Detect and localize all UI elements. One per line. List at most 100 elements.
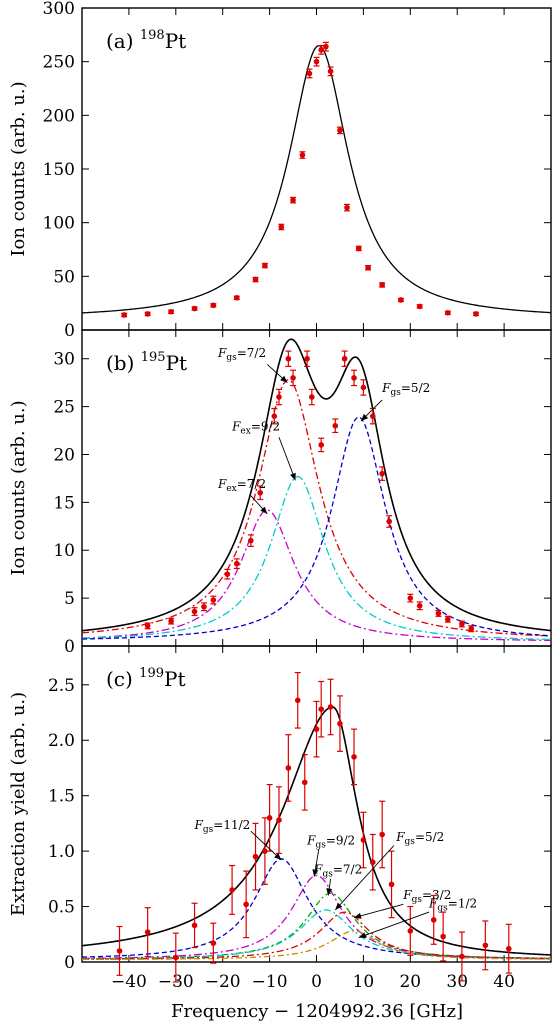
data-point (313, 726, 320, 732)
y-tick-label: 25 (53, 398, 75, 418)
fit-curve (82, 45, 551, 314)
fit-curves (82, 45, 551, 314)
data-point (332, 422, 339, 429)
annotation-symbol: F (402, 888, 412, 902)
panel-frame (81, 7, 552, 331)
data-point (173, 954, 179, 961)
annotation-arrowhead (335, 902, 343, 910)
data-point (341, 355, 348, 362)
data-point (388, 881, 395, 888)
data-point (482, 942, 489, 949)
annotation-label: Fex=7/2 (217, 477, 266, 494)
data-point (262, 848, 268, 854)
y-tick-label: 5 (64, 589, 75, 609)
y-tick-label: 0.5 (48, 898, 75, 918)
x-tick-label: 0 (311, 972, 322, 992)
y-tick-label: 30 (53, 350, 75, 370)
annotation-subscript: ex (226, 484, 236, 494)
data-point (459, 953, 465, 960)
annotation-subscript: gs (226, 353, 237, 363)
data-point (252, 276, 259, 283)
annotation-value: =5/2 (401, 381, 430, 395)
data-point (435, 610, 442, 617)
annotation-value: =1/2 (448, 897, 477, 911)
annotation-label: Fgs=11/2 (194, 818, 251, 835)
x-tick-label: −10 (252, 972, 288, 992)
y-tick-label: 100 (43, 214, 75, 234)
y-tick-label: 10 (53, 541, 75, 561)
data-point (301, 779, 308, 786)
y-tick-label: 1.5 (48, 787, 75, 807)
y-tick-label: 300 (43, 0, 75, 19)
y-tick-label: 2.5 (48, 676, 75, 696)
data-point (416, 303, 423, 310)
y-tick-label: 2.0 (48, 731, 75, 751)
annotation-value: =7/2 (237, 477, 266, 491)
annotation-arrowhead (361, 413, 369, 421)
data-point (313, 58, 320, 65)
annotation-label: Fgs=3/2 (402, 888, 451, 905)
data-point (398, 297, 404, 303)
annotation-arrowhead (354, 912, 362, 919)
data-point (468, 625, 475, 632)
data-point (337, 127, 343, 134)
data-point (430, 917, 437, 923)
data-point (233, 560, 240, 567)
data-point (233, 295, 240, 301)
annotation-subscript: gs (390, 388, 401, 398)
data-point (144, 311, 151, 317)
annotation-symbol: F (395, 830, 405, 844)
panel-letter: (a) (106, 29, 140, 53)
data-point (365, 264, 371, 271)
annotation-arrow (358, 911, 430, 939)
panel-title: (b) 195Pt (106, 350, 187, 375)
fit-curve (82, 379, 551, 637)
data-point (318, 442, 324, 448)
annotation-arrowhead (326, 888, 333, 896)
annotation-symbol: F (428, 897, 438, 911)
annotation-value: =11/2 (213, 818, 250, 832)
x-tick-label: 40 (493, 972, 515, 992)
y-tick-label: 20 (53, 445, 75, 465)
data-point (121, 312, 128, 318)
panel-frame (81, 329, 552, 647)
data-point (407, 928, 414, 934)
data-point (210, 597, 217, 603)
data-point (210, 302, 217, 309)
data-point (191, 608, 198, 615)
y-axis-label: Extraction yield (arb. u.) (8, 692, 29, 916)
annotation-subscript: gs (405, 837, 416, 847)
x-tick-label: −20 (205, 972, 241, 992)
data-point (351, 375, 357, 381)
data-point (210, 940, 217, 946)
data-point (299, 152, 306, 158)
data-point (318, 47, 324, 53)
annotation-value: =9/2 (326, 833, 355, 847)
isotope-symbol: Pt (164, 667, 186, 691)
data-point (116, 948, 123, 954)
annotation-symbol: F (217, 346, 227, 360)
y-tick-label: 250 (43, 53, 75, 73)
data-point (285, 765, 292, 771)
y-tick-label: 0 (64, 321, 75, 341)
panel-1: 0 50 100 150 200 250 300 Ion counts (arb. u.) (a… (8, 0, 552, 341)
annotation-label: Fgs=7/2 (217, 346, 266, 363)
data-point (459, 621, 465, 627)
fit-curve (82, 874, 551, 960)
x-tick-label: 20 (399, 972, 421, 992)
data-point (327, 68, 334, 75)
annotation-arrowhead (290, 472, 296, 481)
annotation-arrow (278, 437, 296, 481)
data-point (271, 413, 278, 419)
fit-curve (82, 475, 551, 641)
annotation-subscript: gs (437, 904, 448, 914)
data-point (369, 413, 376, 419)
data-point (407, 595, 414, 601)
y-axis-label: Ion counts (arb. u.) (8, 81, 29, 256)
annotation-symbol: F (194, 818, 204, 832)
data-point (473, 311, 479, 317)
panel-title: (c) 199Pt (106, 666, 186, 691)
panel-2: 0 5 10 15 20 25 30 Ion counts (arb. u.) (b) 195P… (8, 329, 552, 657)
data-point (276, 394, 282, 400)
